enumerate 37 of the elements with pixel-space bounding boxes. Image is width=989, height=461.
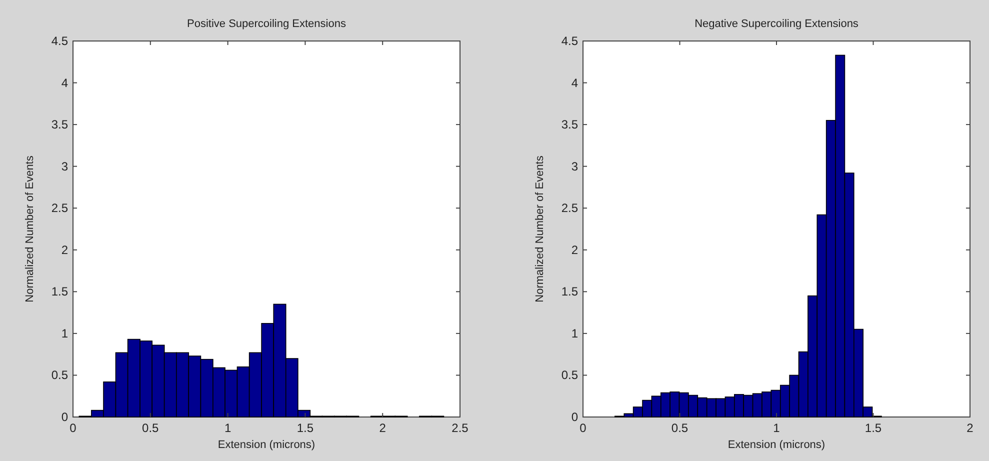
x-tick-label: 1.5	[864, 421, 882, 435]
x-axis-title: Extension (microns)	[218, 439, 316, 451]
y-tick-label: 3.5	[51, 118, 68, 132]
y-tick-label: 2	[571, 242, 578, 257]
y-tick-label: 1	[61, 326, 68, 340]
chart-title: Positive Supercoiling Extensions	[187, 18, 346, 30]
y-tick-label: 3	[571, 159, 578, 174]
y-tick-label: 3.5	[561, 118, 578, 132]
x-tick-label: 1	[773, 421, 780, 435]
y-tick-label: 1.5	[51, 284, 68, 299]
y-tick-label: 0	[61, 410, 68, 424]
x-tick-label: 1	[224, 421, 232, 435]
y-tick-label: 2	[61, 242, 68, 257]
y-tick-label: 0.5	[51, 368, 68, 382]
y-tick-label: 2.5	[51, 201, 68, 216]
y-tick-label: 4	[61, 76, 68, 90]
y-tick-label: 0	[571, 410, 578, 424]
x-tick-label: 0.5	[671, 421, 688, 435]
y-tick-label: 2.5	[561, 201, 578, 216]
x-tick-label: 2	[966, 421, 974, 435]
y-tick-label: 1	[571, 326, 578, 340]
y-tick-label: 3	[61, 159, 68, 174]
y-axis-title: Normalized Number of Events	[24, 155, 36, 302]
x-tick-label: 2.5	[452, 421, 469, 435]
x-tick-label: 2	[379, 421, 386, 435]
chart-title: Negative Supercoiling Extensions	[694, 18, 859, 30]
x-tick-label: 0	[580, 421, 587, 435]
x-tick-label: 0.5	[142, 421, 160, 435]
y-tick-label: 4.5	[51, 34, 68, 48]
y-axis-title: Normalized Number of Events	[534, 155, 546, 302]
x-tick-label: 0	[70, 421, 77, 435]
x-axis-title: Extension (microns)	[728, 439, 826, 451]
x-tick-label: 1.5	[296, 421, 314, 435]
y-tick-label: 4	[571, 76, 578, 90]
y-tick-label: 0.5	[561, 368, 578, 382]
y-tick-label: 1.5	[561, 284, 578, 299]
y-tick-label: 4.5	[561, 34, 578, 48]
